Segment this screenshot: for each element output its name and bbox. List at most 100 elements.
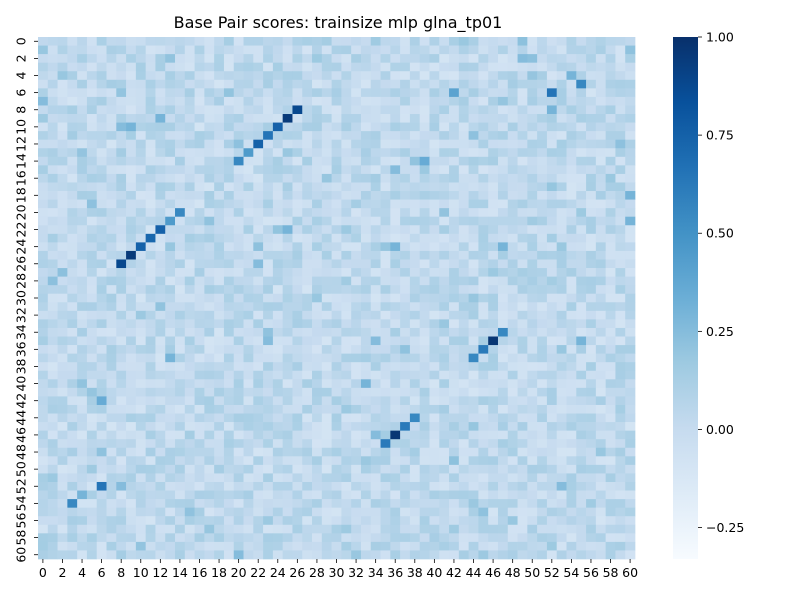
- heatmap-cell: [77, 464, 88, 474]
- heatmap-cell: [527, 250, 538, 260]
- heatmap-cell: [96, 541, 107, 551]
- heatmap-cell: [488, 276, 499, 286]
- heatmap-cell: [38, 242, 49, 252]
- heatmap-cell: [390, 507, 401, 517]
- heatmap-cell: [615, 165, 626, 175]
- heatmap-cell: [184, 413, 195, 423]
- heatmap-cell: [282, 199, 293, 209]
- heatmap-cell: [67, 541, 78, 551]
- heatmap-cell: [321, 516, 332, 526]
- heatmap-cell: [214, 413, 225, 423]
- heatmap-cell: [116, 114, 127, 123]
- heatmap-cell: [155, 490, 166, 500]
- heatmap-cell: [390, 439, 401, 449]
- heatmap-cell: [77, 250, 88, 260]
- heatmap-cell: [331, 114, 342, 123]
- heatmap-cell: [517, 242, 528, 252]
- heatmap-cell: [595, 165, 606, 175]
- heatmap-cell: [86, 524, 98, 534]
- heatmap-cell: [312, 225, 323, 235]
- heatmap-cell: [38, 541, 49, 551]
- heatmap-cell: [625, 327, 636, 337]
- heatmap-cell: [38, 114, 49, 123]
- heatmap-cell: [86, 422, 98, 431]
- heatmap-cell: [497, 45, 509, 55]
- heatmap-cell: [214, 208, 225, 218]
- heatmap-cell: [527, 413, 538, 423]
- heatmap-cell: [390, 370, 401, 380]
- heatmap-cell: [615, 268, 626, 277]
- heatmap-cell: [47, 62, 58, 72]
- heatmap-cell: [155, 54, 166, 64]
- heatmap-cell: [605, 499, 616, 509]
- heatmap-cell: [175, 285, 186, 295]
- heatmap-cell: [507, 173, 518, 183]
- heatmap-cell: [497, 37, 509, 46]
- heatmap-cell: [263, 37, 274, 46]
- heatmap-cell: [135, 105, 147, 115]
- heatmap-cell: [449, 353, 460, 363]
- heatmap-cell: [86, 79, 98, 89]
- heatmap-cell: [390, 233, 401, 243]
- heatmap-cell: [615, 173, 626, 183]
- heatmap-cell: [390, 96, 401, 106]
- heatmap-cell: [478, 88, 489, 98]
- heatmap-cell: [586, 276, 597, 286]
- heatmap-cell: [566, 276, 577, 286]
- heatmap-cell: [419, 293, 430, 303]
- heatmap-cell: [312, 413, 323, 423]
- heatmap-cell: [194, 464, 205, 474]
- heatmap-cell: [497, 173, 509, 183]
- heatmap-cell: [272, 524, 284, 534]
- heatmap-cell: [566, 499, 577, 509]
- heatmap-cell: [292, 490, 303, 500]
- heatmap-cell: [126, 473, 137, 483]
- heatmap-cell: [595, 225, 606, 235]
- heatmap-cell: [429, 473, 440, 483]
- heatmap-cell: [458, 353, 469, 363]
- heatmap-cell: [341, 96, 352, 106]
- heatmap-cell: [449, 319, 460, 329]
- heatmap-cell: [321, 319, 332, 329]
- heatmap-cell: [419, 285, 430, 295]
- heatmap-cell: [47, 45, 58, 55]
- heatmap-cell: [243, 516, 254, 526]
- heatmap-cell: [360, 336, 372, 346]
- heatmap-cell: [586, 71, 597, 81]
- heatmap-cell: [449, 422, 460, 431]
- heatmap-cell: [439, 379, 450, 389]
- heatmap-cell: [586, 199, 597, 209]
- heatmap-cell: [497, 139, 509, 149]
- heatmap-cell: [556, 276, 567, 286]
- heatmap-cell: [126, 327, 137, 337]
- heatmap-cell: [527, 88, 538, 98]
- heatmap-cell: [243, 396, 254, 406]
- heatmap-cell: [86, 114, 98, 123]
- heatmap-cell: [106, 242, 117, 252]
- heatmap-cell: [576, 396, 587, 406]
- heatmap-cell: [272, 165, 284, 175]
- heatmap-cell: [38, 276, 49, 286]
- heatmap-cell: [116, 430, 127, 440]
- heatmap-cell: [400, 499, 411, 509]
- heatmap-cell: [135, 353, 147, 363]
- heatmap-cell: [488, 54, 499, 64]
- heatmap-cell: [126, 156, 137, 166]
- heatmap-cell: [449, 490, 460, 500]
- heatmap-cell: [165, 173, 176, 183]
- heatmap-cell: [272, 379, 284, 389]
- heatmap-cell: [106, 413, 117, 423]
- heatmap-cell: [292, 413, 303, 423]
- heatmap-cell: [566, 370, 577, 380]
- heatmap-cell: [331, 516, 342, 526]
- heatmap-cell: [67, 310, 78, 320]
- heatmap-cell: [586, 353, 597, 363]
- heatmap-cell: [625, 481, 636, 491]
- heatmap-cell: [497, 516, 509, 526]
- heatmap-cell: [615, 233, 626, 243]
- heatmap-cell: [625, 336, 636, 346]
- heatmap-cell: [204, 208, 215, 218]
- heatmap-cell: [449, 242, 460, 252]
- heatmap-cell: [96, 276, 107, 286]
- heatmap-cell: [184, 148, 195, 158]
